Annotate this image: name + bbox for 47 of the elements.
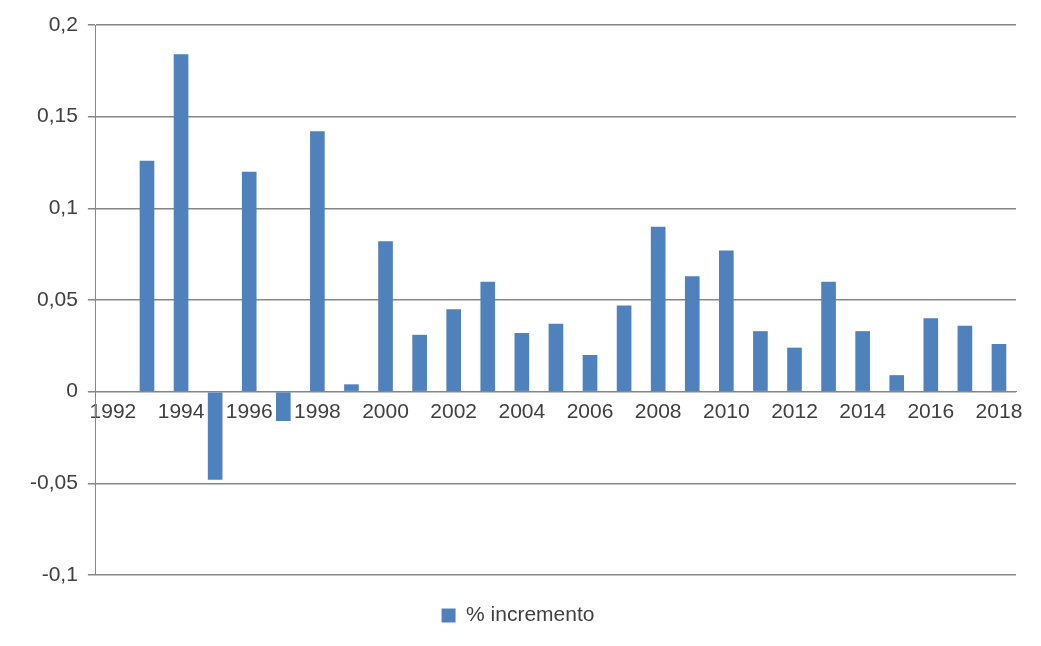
- bar: [616, 305, 632, 391]
- bar: [241, 171, 257, 391]
- x-tick-label: 2004: [498, 399, 546, 423]
- y-tick-label: 0,1: [48, 195, 78, 219]
- x-tick-label: 2010: [702, 399, 750, 423]
- bar: [480, 281, 496, 391]
- bar: [548, 323, 564, 391]
- x-tick-label: 2018: [975, 399, 1023, 423]
- x-tick-label: 1994: [157, 399, 205, 423]
- x-tick-label: 2008: [634, 399, 682, 423]
- bar: [207, 392, 223, 480]
- bar: [275, 392, 291, 421]
- bar: [855, 331, 870, 391]
- y-tick-label: -0,05: [29, 470, 78, 494]
- y-tick-label: -0,1: [41, 561, 78, 585]
- x-tick-label: 2002: [430, 399, 478, 423]
- y-tick-label: 0: [66, 378, 78, 402]
- bar: [957, 325, 973, 391]
- x-tick-label: 2016: [907, 399, 955, 423]
- x-tick-label: 1998: [294, 399, 341, 423]
- bar: [889, 375, 905, 391]
- x-tick-label: 2014: [839, 399, 887, 423]
- x-tick-label: 2006: [566, 399, 614, 423]
- bar: [412, 334, 427, 391]
- legend-label: % incremento: [466, 602, 595, 626]
- bar: [139, 160, 155, 391]
- bar: [684, 276, 700, 391]
- y-tick-label: 0,2: [48, 11, 78, 35]
- bar: [923, 318, 939, 391]
- bar: [378, 241, 393, 391]
- bar: [991, 344, 1007, 391]
- bar: [344, 384, 359, 391]
- bar: [719, 250, 734, 391]
- x-tick-label: 2012: [771, 399, 818, 423]
- bar: [310, 131, 325, 391]
- bar: [173, 54, 189, 391]
- y-tick-label: 0,15: [36, 103, 78, 127]
- bar: [514, 333, 530, 391]
- bar: [582, 355, 598, 391]
- bar: [787, 347, 802, 391]
- bar: [650, 226, 666, 391]
- y-tick-label: 0,05: [36, 286, 78, 310]
- x-tick-label: 1996: [225, 399, 273, 423]
- bar: [753, 331, 768, 391]
- x-tick-label: 2000: [362, 399, 409, 423]
- bar: [446, 309, 462, 391]
- bar: [821, 281, 836, 391]
